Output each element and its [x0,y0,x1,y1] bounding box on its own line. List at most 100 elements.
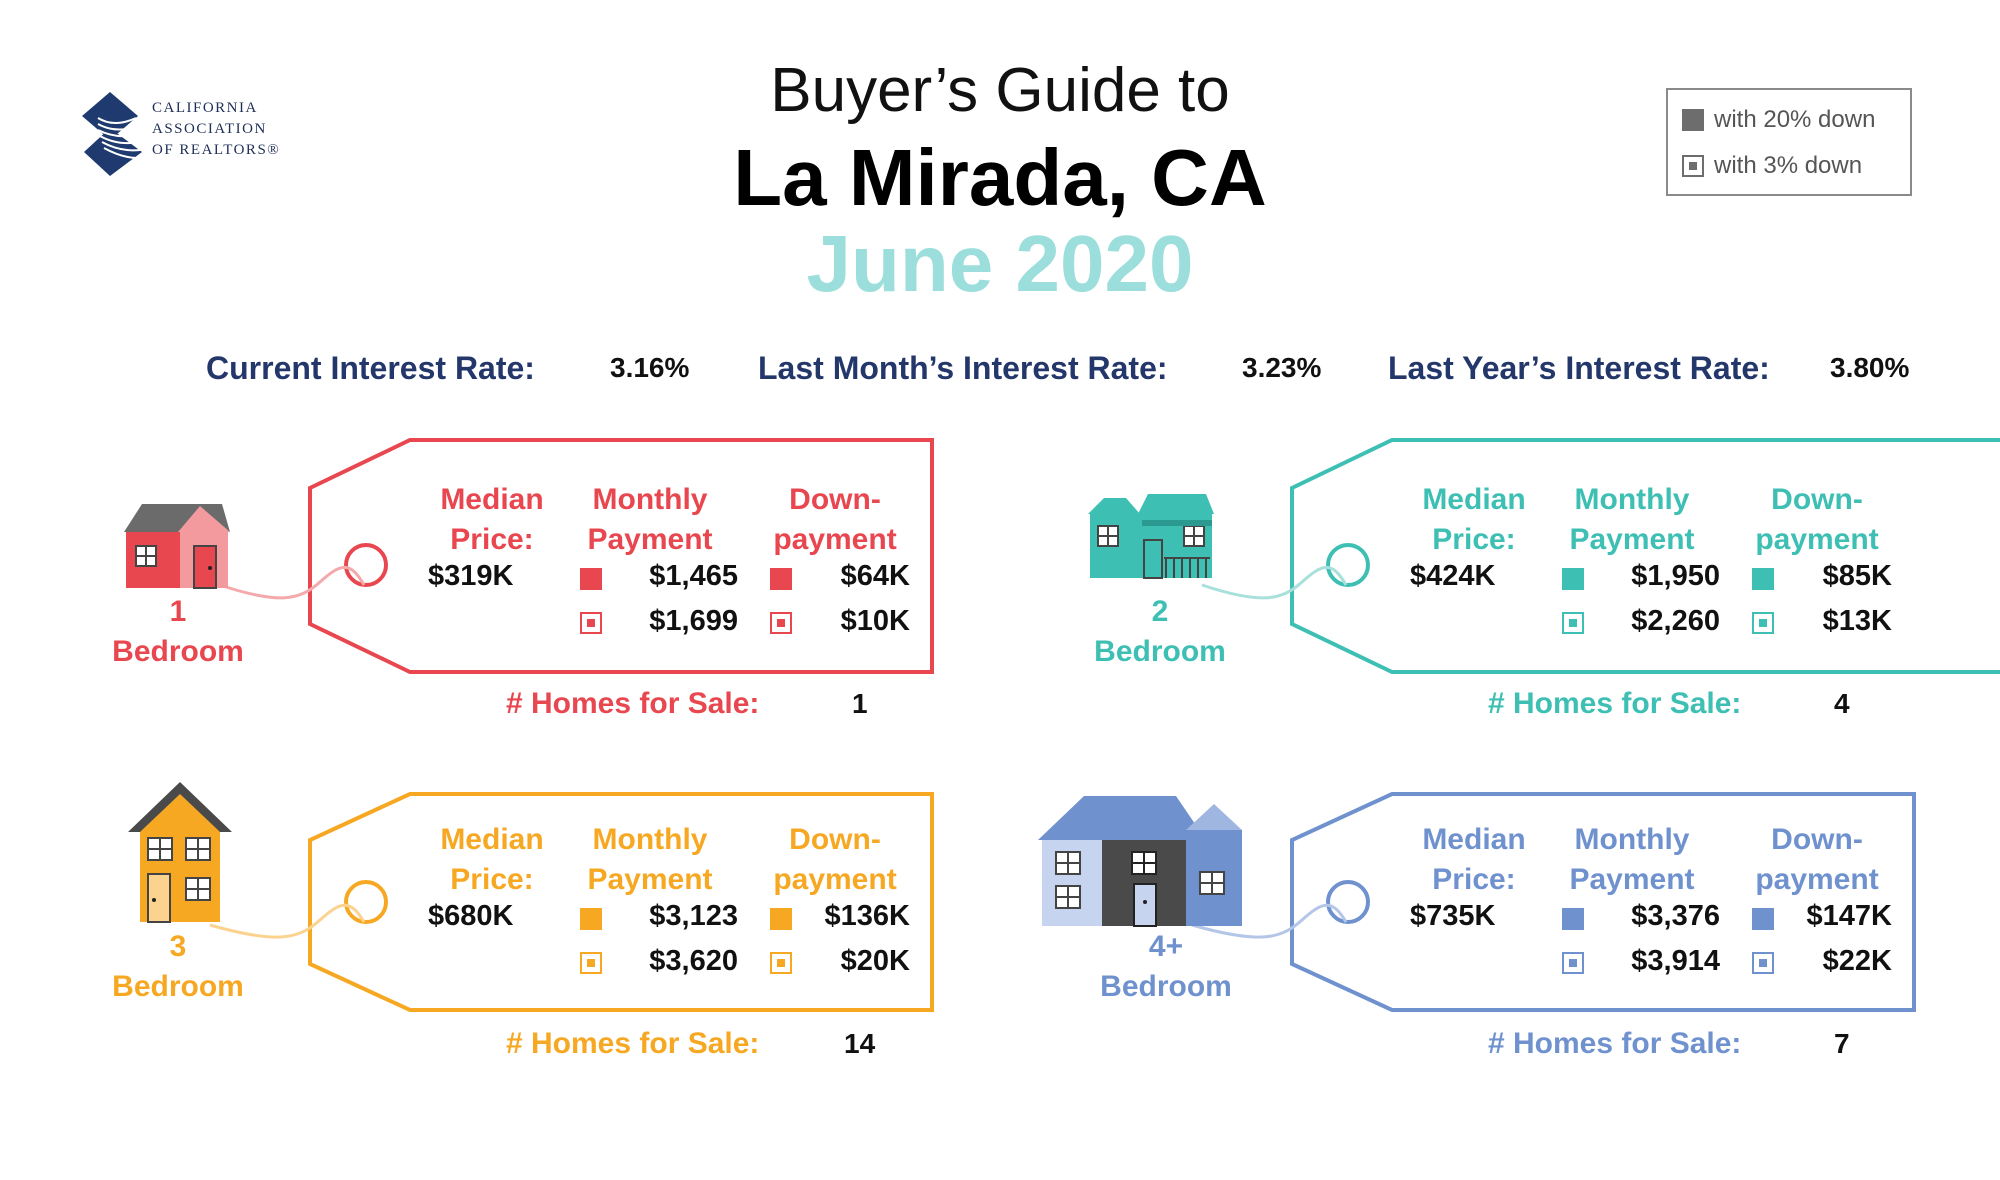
monthly-20-value: $3,376 [1631,900,1720,932]
logo-line-3: OF REALTORS® [152,142,281,158]
down-3-value: $10K [840,605,910,637]
monthly-3-value: $3,620 [649,945,738,977]
price-tag-outline [1201,438,2000,674]
bedroom-label: Bedroom [112,635,244,668]
monthly-20-value: $3,123 [649,900,738,932]
card-3-bedroom: 3 Bedroom Median Price: Monthly Payment … [100,780,1100,1180]
monthly-payment-header: Monthly Payment [555,480,745,560]
open-square-icon [1682,155,1704,177]
median-header-line-1: Median [440,823,544,856]
monthly-3-value: $2,260 [1631,605,1720,637]
down-header-line-1: Down- [1771,483,1863,516]
price-tag-outline [209,792,934,1012]
monthly-header-line-2: Payment [587,863,713,896]
down-20-value: $64K [840,560,910,592]
median-price-value: $680K [428,900,514,932]
bedroom-count: 1 [169,595,187,628]
homes-for-sale-label: # Homes for Sale: [1488,687,1742,720]
card-2-bedroom: 2 Bedroom Median Price: Monthly Payment … [1082,438,2000,840]
down-payment-header: Down- payment [1732,820,1902,900]
price-tag-outline [1191,792,1916,1012]
down-3-value: $20K [840,945,910,977]
legend-row-3-down: with 3% down [1682,152,1862,180]
median-header-line-1: Median [440,483,544,516]
homes-for-sale-value: 14 [844,1028,876,1059]
homes-for-sale-label: # Homes for Sale: [506,1027,760,1060]
house-4-bedroom-icon [1038,796,1242,927]
open-square-icon [770,612,792,634]
homes-for-sale-label: # Homes for Sale: [506,687,760,720]
logo-line-2: ASSOCIATION [152,121,267,137]
down-payment-header: Down- payment [750,480,920,560]
bedroom-count: 4+ [1148,930,1184,963]
price-tag-outline [219,438,934,674]
down-20-value: $147K [1806,900,1892,932]
house-2-bedroom-icon [1088,494,1214,579]
homes-for-sale-value: 4 [1834,688,1850,719]
card-4-plus-bedroom: 4+ Bedroom Median Price: Monthly Payment… [1038,780,2000,1180]
open-square-icon [770,952,792,974]
last-year-rate-value: 3.80% [1830,352,1910,383]
solid-square-icon [580,908,602,930]
homes-for-sale-value: 7 [1834,1028,1850,1059]
down-payment-header: Down- payment [750,820,920,900]
legend-box: with 20% down with 3% down [1666,88,1912,196]
down-header-line-1: Down- [789,483,881,516]
down-3-value: $13K [1822,605,1892,637]
down-header-line-2: payment [773,863,897,896]
open-square-icon [1752,612,1774,634]
logo-line-1: CALIFORNIA [152,100,258,116]
last-year-rate-label: Last Year’s Interest Rate: [1388,350,1770,386]
monthly-header-line-1: Monthly [1574,483,1690,516]
down-header-line-2: payment [1755,863,1879,896]
solid-square-icon [1562,568,1584,590]
solid-square-icon [770,908,792,930]
current-rate-value: 3.16% [610,352,690,383]
monthly-header-line-1: Monthly [1574,823,1690,856]
monthly-20-value: $1,950 [1631,560,1720,592]
bedroom-count: 3 [169,930,187,963]
bedroom-label: Bedroom [1100,970,1232,1003]
median-header-line-1: Median [1422,483,1526,516]
down-header-line-2: payment [1755,523,1879,556]
car-logo: CALIFORNIA ASSOCIATION OF REALTORS® [80,84,300,180]
median-price-value: $319K [428,560,514,592]
median-price-value: $424K [1410,560,1496,592]
last-month-rate-label: Last Month’s Interest Rate: [758,350,1168,386]
open-square-icon [1562,612,1584,634]
monthly-3-value: $1,699 [649,605,738,637]
monthly-header-line-1: Monthly [592,483,708,516]
median-price-header: Median Price: [1394,480,1554,560]
median-header-line-1: Median [1422,823,1526,856]
monthly-header-line-2: Payment [1569,863,1695,896]
monthly-header-line-2: Payment [587,523,713,556]
monthly-3-value: $3,914 [1631,945,1720,977]
card-1-bedroom: 1 Bedroom Median Price: Monthly Payment … [100,438,1100,840]
solid-square-icon [1752,908,1774,930]
median-header-line-2: Price: [450,523,534,556]
median-price-header: Median Price: [412,480,572,560]
header-subtitle: Buyer’s Guide to [770,56,1230,125]
car-logo-text: CALIFORNIA ASSOCIATION OF REALTORS® [152,98,280,161]
page-title: La Mirada, CA [733,133,1267,222]
house-1-bedroom-icon [124,504,230,589]
monthly-payment-header: Monthly Payment [1537,820,1727,900]
monthly-payment-header: Monthly Payment [1537,480,1727,560]
solid-square-icon [580,568,602,590]
down-header-line-2: payment [773,523,897,556]
monthly-header-line-1: Monthly [592,823,708,856]
solid-square-icon [1752,568,1774,590]
down-header-line-1: Down- [789,823,881,856]
monthly-20-value: $1,465 [649,560,738,592]
median-price-value: $735K [1410,900,1496,932]
car-logo-emblem-icon [82,92,142,176]
down-header-line-1: Down- [1771,823,1863,856]
bedroom-count: 2 [1151,595,1169,628]
solid-square-icon [1562,908,1584,930]
current-rate-label: Current Interest Rate: [206,350,535,386]
legend-row-20-down: with 20% down [1682,106,1875,134]
open-square-icon [1562,952,1584,974]
open-square-icon [580,952,602,974]
bedroom-label: Bedroom [112,970,244,1003]
down-20-value: $85K [1822,560,1892,592]
